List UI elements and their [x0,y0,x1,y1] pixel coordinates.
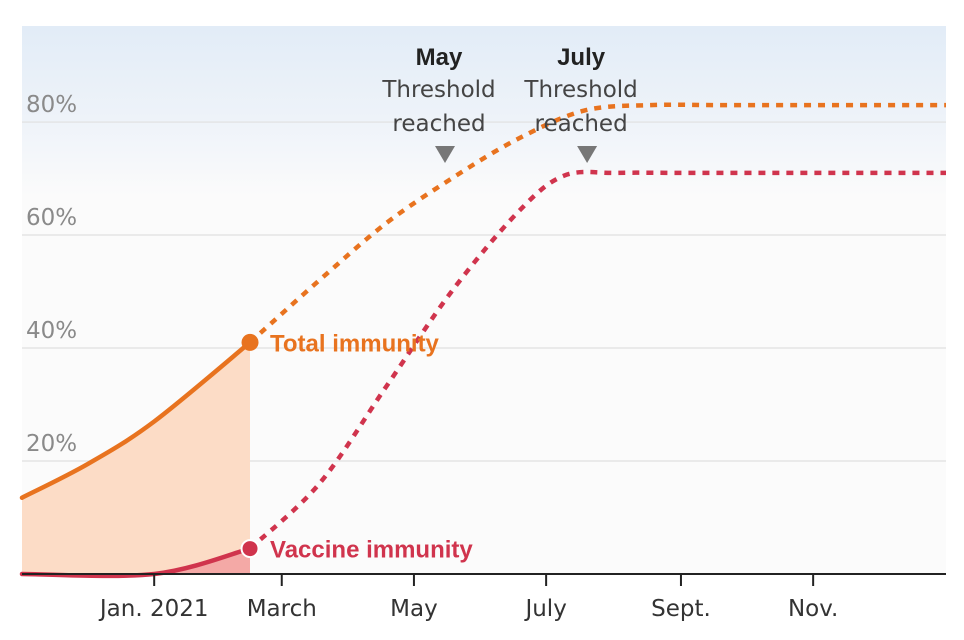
total-immunity-actual-line [19,340,253,500]
threshold-marker-icon [435,146,456,163]
annotation-line1: Threshold [381,77,495,103]
threshold-annotation-may: May Threshold reached [381,44,496,163]
y-tick-label: 20% [26,431,77,457]
total-immunity-area [22,342,250,574]
x-tick-label: Nov. [788,596,838,622]
x-tick-label: July [523,596,566,622]
annotation-line2: reached [392,111,485,137]
y-tick-label: 40% [26,318,77,344]
total-immunity-projected-line [248,102,946,345]
y-tick-label: 60% [26,205,77,231]
herd-immunity-band [22,26,946,196]
total-immunity-dot [241,333,259,351]
annotation-line2: reached [535,111,628,137]
threshold-marker-icon [577,146,598,163]
threshold-annotation-july: July Threshold reached [523,44,638,163]
x-tick-label: May [390,596,438,622]
y-tick-label: 80% [26,92,77,118]
annotation-line1: Threshold [523,77,637,103]
x-tick-label: Jan. 2021 [98,596,209,622]
annotation-month: July [557,44,606,71]
vaccine-immunity-dot [240,539,260,559]
vaccine-immunity-label: Vaccine immunity [270,537,473,564]
x-tick-label: March [247,596,317,622]
total-immunity-label: Total immunity [270,330,440,357]
vaccine-immunity-area [22,548,250,576]
vaccine-immunity-projected-line [248,169,946,551]
x-tick-label: Sept. [651,596,711,622]
annotation-month: May [416,44,463,71]
